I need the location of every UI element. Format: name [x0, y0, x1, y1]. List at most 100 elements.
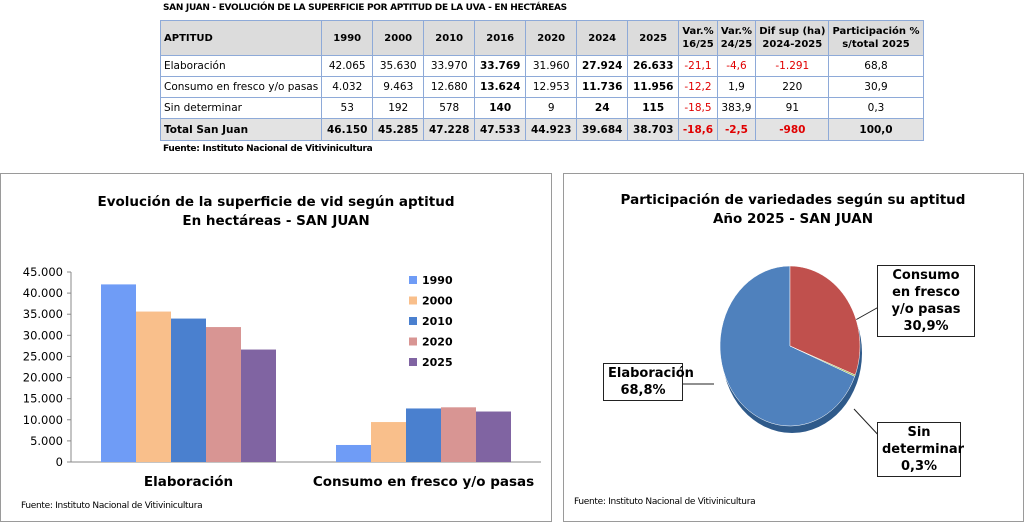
- table-row: Consumo en fresco y/o pasas 4.032 9.463 12.…: [159, 76, 924, 98]
- bar: [441, 407, 476, 462]
- table-cell: 11.956: [627, 76, 680, 98]
- chart-subtitle: En hectáreas - SAN JUAN: [182, 213, 369, 229]
- table-cell: 35.630: [372, 55, 425, 77]
- legend-swatch: [409, 358, 417, 366]
- legend-label: 1990: [422, 274, 453, 287]
- data-label-value: 68,8%: [620, 383, 666, 398]
- header-text: APTITUD: [164, 32, 213, 44]
- chart-source: Fuente: Instituto Nacional de Vitivinicu…: [21, 501, 202, 511]
- bar-chart: Evolución de la superficie de vid según …: [21, 194, 541, 511]
- header-cell: 2016: [474, 20, 527, 56]
- table-cell: 33.970: [423, 55, 476, 77]
- header-row: APTITUD 1990 2000 2010 2016 2020 2024 2025 Var.%…: [159, 20, 924, 56]
- data-label-value: 0,3%: [900, 459, 938, 474]
- chart-title: Participación de variedades según su apt…: [621, 192, 966, 208]
- table-cell: 27.924: [576, 55, 629, 77]
- legend-swatch: [409, 317, 417, 325]
- data-label: Sin determinar 0,3%: [877, 422, 965, 477]
- table-cell: -18,5: [678, 97, 718, 119]
- table-cell: 33.769: [474, 55, 527, 77]
- table-cell: 0,3: [828, 97, 924, 119]
- legend-label: 2000: [422, 295, 453, 308]
- header-cell: 2020: [525, 20, 578, 56]
- header-text: Dif sup (ha): [759, 26, 826, 37]
- table-cell: Sin determinar: [159, 97, 323, 119]
- data-label-name: Sin determinar: [882, 425, 965, 457]
- bar: [336, 444, 371, 462]
- header-text: Participación %: [832, 26, 920, 37]
- table-cell: -12,2: [678, 76, 718, 98]
- header-text: 2010: [435, 32, 464, 44]
- table-source: Fuente: Instituto Nacional de Vitivinicu…: [163, 144, 373, 154]
- legend-swatch: [409, 276, 417, 284]
- table-cell: -2,5: [716, 118, 757, 141]
- table-cell: 42.065: [321, 55, 374, 77]
- table-cell: 4.032: [321, 76, 374, 98]
- table-cell: 68,8: [828, 55, 924, 77]
- header-text: 1990: [333, 32, 362, 44]
- bar: [136, 311, 171, 462]
- header-text: 2016: [486, 32, 515, 44]
- table-cell: 53: [321, 97, 374, 119]
- x-tick-label: Elaboración: [144, 474, 233, 490]
- legend-swatch: [409, 296, 417, 305]
- table-cell: -980: [755, 118, 830, 141]
- table-row: Elaboración 42.065 35.630 33.970 33.769 31.96…: [159, 55, 924, 77]
- legend-label: 2010: [422, 315, 453, 328]
- table-title: SAN JUAN - EVOLUCIÓN DE LA SUPERFICIE PO…: [163, 3, 567, 13]
- y-tick-label: 10.000: [23, 413, 63, 427]
- table-row: Sin determinar 53 192 578 140 9 24 115 -18,5 383,…: [159, 97, 924, 119]
- bar: [371, 422, 406, 462]
- table-cell: 220: [755, 76, 830, 98]
- table-cell: 39.684: [576, 118, 629, 141]
- table-cell: 26.633: [627, 55, 680, 77]
- table-cell: 38.703: [627, 118, 680, 141]
- data-label-value: 30,9%: [903, 319, 949, 334]
- table-cell: -4,6: [716, 55, 757, 77]
- bar: [476, 411, 511, 462]
- table-cell: 47.533: [474, 118, 527, 141]
- table-cell: 30,9: [828, 76, 924, 98]
- header-cell: Participación % s/total 2025: [828, 20, 924, 56]
- table-cell: Consumo en fresco y/o pasas: [159, 76, 323, 98]
- table-cell: 47.228: [423, 118, 476, 141]
- header-text: Var.%: [682, 26, 714, 37]
- header-cell: Var.% 24/25: [716, 20, 757, 56]
- y-tick-label: 45.000: [23, 265, 63, 279]
- header-text: 2024: [588, 32, 617, 44]
- y-tick-label: 25.000: [23, 349, 63, 363]
- header-text: s/total 2025: [842, 39, 910, 50]
- table-cell: 11.736: [576, 76, 629, 98]
- pie-slice: [789, 345, 856, 377]
- table-cell: -18,6: [678, 118, 718, 141]
- header-text: 24/25: [720, 39, 753, 50]
- table-cell: -1.291: [755, 55, 830, 77]
- table-cell: 383,9: [716, 97, 757, 119]
- table-cell: Total San Juan: [159, 118, 323, 141]
- table-cell: -21,1: [678, 55, 718, 77]
- pie-chart: Participación de variedades según su apt…: [574, 192, 966, 507]
- header-cell: 2000: [372, 20, 425, 56]
- table-row: Total San Juan 46.150 45.285 47.228 47.533 44…: [159, 118, 924, 141]
- y-tick-label: 35.000: [23, 307, 63, 321]
- header-cell: 2010: [423, 20, 476, 56]
- header-text: Var.%: [720, 26, 753, 37]
- table-cell: 1,9: [716, 76, 757, 98]
- y-tick-label: 5.000: [30, 434, 63, 448]
- bar: [101, 284, 136, 462]
- chart-source: Fuente: Instituto Nacional de Vitivinicu…: [574, 497, 755, 507]
- y-tick-label: 15.000: [23, 392, 63, 406]
- table-cell: 100,0: [828, 118, 924, 141]
- table-cell: 13.624: [474, 76, 527, 98]
- header-cell: 2024: [576, 20, 629, 56]
- table-cell: 140: [474, 97, 527, 119]
- legend-label: 2020: [422, 336, 453, 349]
- table-cell: 9: [525, 97, 578, 119]
- bar-panel: Evolución de la superficie de vid según …: [0, 173, 552, 522]
- data-label-name: Elaboración: [608, 366, 694, 381]
- table-cell: 46.150: [321, 118, 374, 141]
- table-cell: 578: [423, 97, 476, 119]
- header-text: 2000: [384, 32, 413, 44]
- legend-swatch: [409, 337, 417, 346]
- data-label: Elaboración 68,8%: [603, 363, 694, 401]
